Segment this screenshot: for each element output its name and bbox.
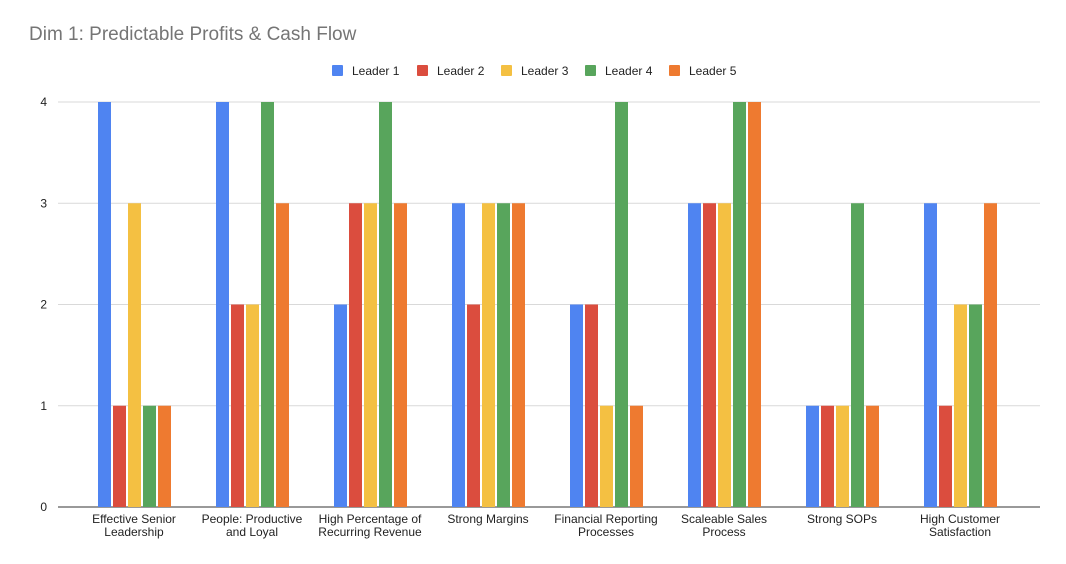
bar-leader-5 xyxy=(748,102,761,507)
bar-leader-3 xyxy=(364,203,377,507)
bar-leader-1 xyxy=(334,304,347,507)
bar-leader-2 xyxy=(821,405,834,507)
bar-leader-4 xyxy=(851,203,864,507)
x-tick-label: Processes xyxy=(578,525,634,539)
legend-swatch xyxy=(332,65,343,76)
x-tick-label: and Loyal xyxy=(226,525,278,539)
bar-leader-4 xyxy=(497,203,510,507)
x-tick-label: Strong Margins xyxy=(447,512,528,526)
bar-leader-1 xyxy=(98,102,111,507)
bar-leader-1 xyxy=(924,203,937,507)
bar-leader-2 xyxy=(467,304,480,507)
bar-leader-4 xyxy=(615,102,628,507)
bar-leader-3 xyxy=(128,203,141,507)
bar-leader-5 xyxy=(984,203,997,507)
y-tick-label: 0 xyxy=(40,500,47,514)
chart-title: Dim 1: Predictable Profits & Cash Flow xyxy=(29,24,357,45)
legend-label: Leader 2 xyxy=(437,64,485,78)
bar-leader-5 xyxy=(394,203,407,507)
bar-leader-5 xyxy=(276,203,289,507)
bar-leader-1 xyxy=(806,405,819,507)
x-tick-label: High Customer xyxy=(920,512,1000,526)
x-tick-label: People: Productive xyxy=(202,512,303,526)
bar-leader-2 xyxy=(113,405,126,507)
x-tick-label: Financial Reporting xyxy=(554,512,657,526)
x-tick-label: Effective Senior xyxy=(92,512,176,526)
bar-leader-3 xyxy=(482,203,495,507)
legend-swatch xyxy=(585,65,596,76)
bar-leader-4 xyxy=(969,304,982,507)
bar-leader-2 xyxy=(939,405,952,507)
x-tick-label: Satisfaction xyxy=(929,525,991,539)
bar-leader-4 xyxy=(733,102,746,507)
bar-leader-3 xyxy=(836,405,849,507)
x-tick-label: High Percentage of xyxy=(319,512,422,526)
bar-leader-2 xyxy=(585,304,598,507)
bar-leader-3 xyxy=(718,203,731,507)
bar-leader-1 xyxy=(216,102,229,507)
bar-leader-1 xyxy=(688,203,701,507)
bar-leader-3 xyxy=(246,304,259,507)
bar-leader-5 xyxy=(158,405,171,507)
bar-leader-1 xyxy=(570,304,583,507)
y-tick-label: 3 xyxy=(40,196,47,210)
bar-leader-4 xyxy=(143,405,156,507)
bar-leader-2 xyxy=(349,203,362,507)
x-tick-label: Leadership xyxy=(104,525,164,539)
legend-swatch xyxy=(501,65,512,76)
bar-leader-1 xyxy=(452,203,465,507)
bar-leader-4 xyxy=(261,102,274,507)
bar-leader-3 xyxy=(954,304,967,507)
legend-swatch xyxy=(669,65,680,76)
bar-leader-5 xyxy=(512,203,525,507)
bar-leader-5 xyxy=(866,405,879,507)
y-tick-label: 4 xyxy=(40,95,47,109)
legend-label: Leader 4 xyxy=(605,64,653,78)
bar-leader-2 xyxy=(231,304,244,507)
y-tick-label: 2 xyxy=(40,298,47,312)
x-tick-label: Scaleable Sales xyxy=(681,512,767,526)
bar-leader-4 xyxy=(379,102,392,507)
legend-label: Leader 1 xyxy=(352,64,400,78)
x-tick-label: Strong SOPs xyxy=(807,512,877,526)
legend-label: Leader 5 xyxy=(689,64,737,78)
bar-leader-5 xyxy=(630,405,643,507)
x-tick-label: Recurring Revenue xyxy=(318,525,422,539)
x-tick-label: Process xyxy=(702,525,745,539)
bar-leader-2 xyxy=(703,203,716,507)
y-tick-label: 1 xyxy=(40,399,47,413)
legend-label: Leader 3 xyxy=(521,64,569,78)
legend-swatch xyxy=(417,65,428,76)
bar-leader-3 xyxy=(600,405,613,507)
